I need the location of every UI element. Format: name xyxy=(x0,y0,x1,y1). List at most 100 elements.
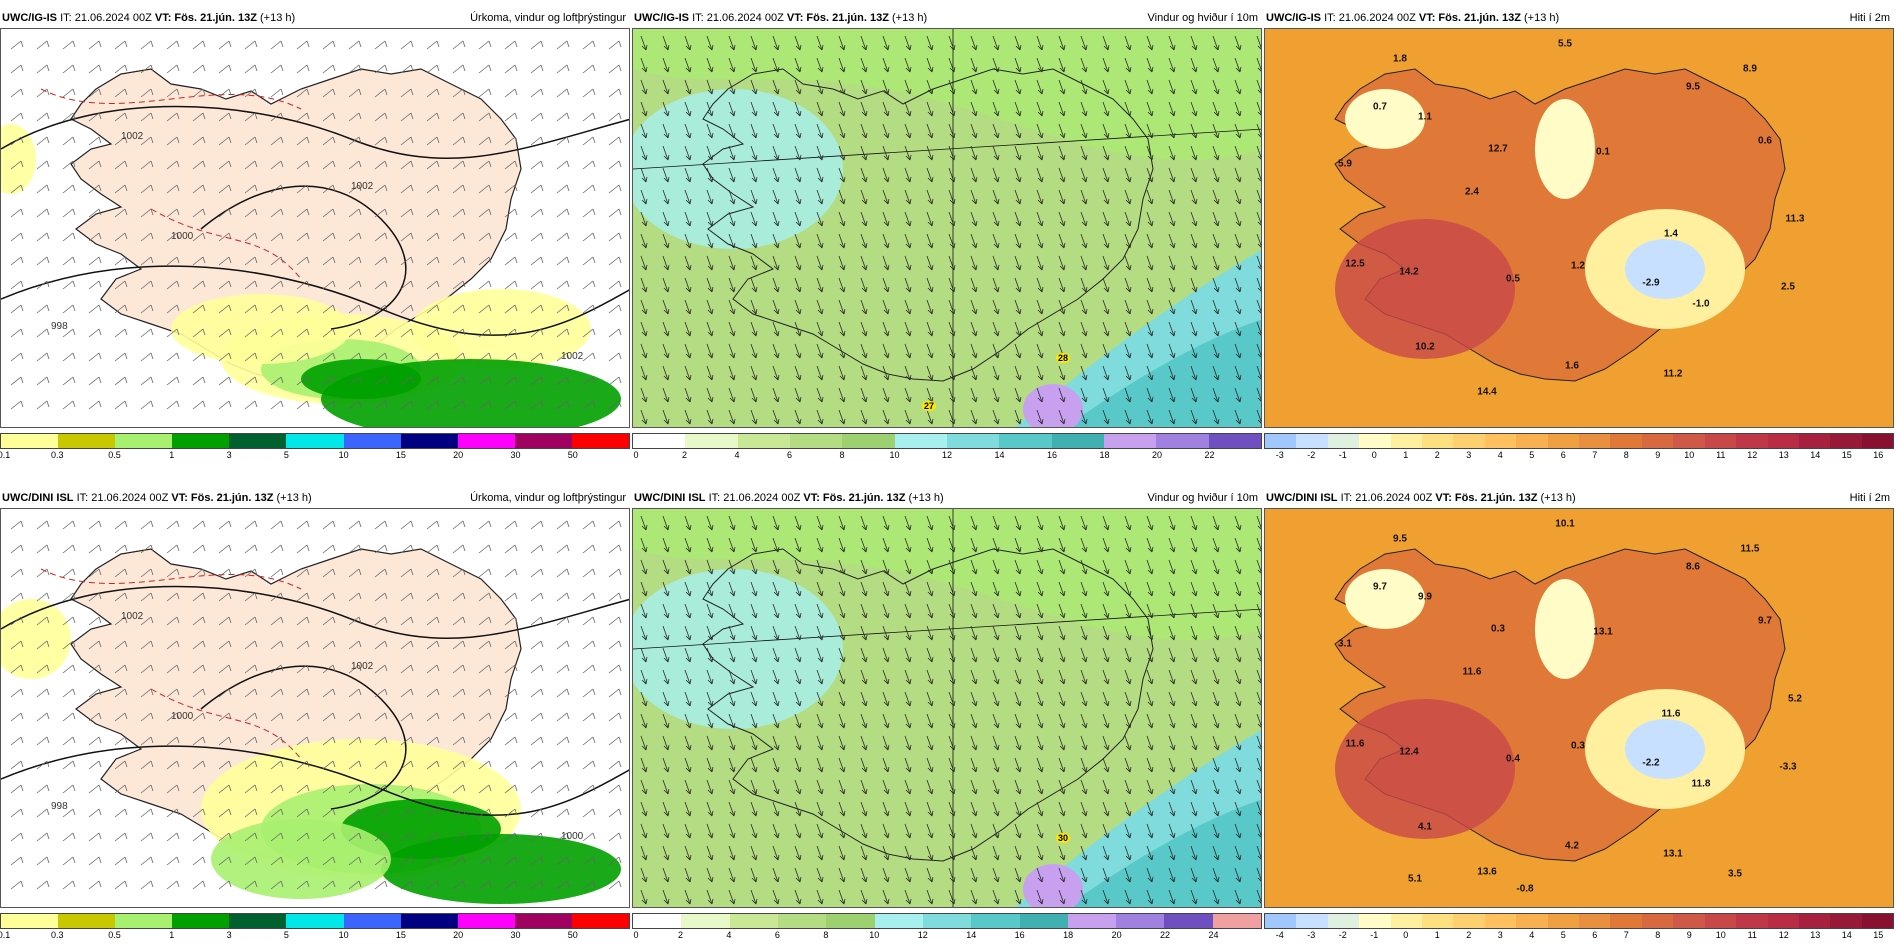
wind-arrow xyxy=(1036,647,1044,663)
wind-arrow xyxy=(992,889,1000,905)
wind-barb xyxy=(140,88,154,98)
wind-barb xyxy=(582,856,596,866)
wind-arrow xyxy=(706,277,714,293)
wind-barb xyxy=(582,64,596,74)
wind-barb xyxy=(140,712,154,722)
wind-arrow xyxy=(794,757,802,773)
wind-barb xyxy=(166,880,180,890)
wind-arrow xyxy=(860,321,868,337)
wind-arrow xyxy=(1146,537,1154,553)
colorbar-segment xyxy=(1422,434,1454,448)
isobar-label: 1002 xyxy=(351,181,374,192)
colorbar-segment xyxy=(1516,434,1548,448)
panel-title: Hiti í 2m xyxy=(1849,12,1890,24)
wind-barb xyxy=(374,304,388,314)
wind-arrow xyxy=(1124,35,1132,51)
wind-arrow xyxy=(728,559,736,575)
wind-arrow xyxy=(1102,167,1110,183)
wind-barb xyxy=(218,856,232,866)
wind-barb xyxy=(140,568,154,578)
wind-arrow xyxy=(948,255,956,271)
wind-arrow xyxy=(1124,343,1132,359)
wind-barb xyxy=(88,328,102,338)
wind-arrow xyxy=(794,57,802,73)
wind-arrow xyxy=(684,669,692,685)
wind-barb xyxy=(88,712,102,722)
wind-barb xyxy=(140,232,154,242)
wind-arrow xyxy=(926,647,934,663)
wind-arrow xyxy=(860,603,868,619)
wind-barb xyxy=(166,664,180,674)
wind-barb xyxy=(504,520,518,530)
wind-arrow xyxy=(1102,321,1110,337)
wind-arrow xyxy=(1102,735,1110,751)
colorbar-segment xyxy=(1484,434,1517,448)
wind-barb xyxy=(62,376,76,386)
wind-barb xyxy=(478,568,492,578)
wind-arrow xyxy=(750,101,758,117)
wind-barb xyxy=(556,712,570,722)
wind-barb xyxy=(192,40,206,50)
wind-arrow xyxy=(794,387,802,403)
wind-arrow xyxy=(1080,757,1088,773)
wind-arrow xyxy=(794,79,802,95)
wind-arrow xyxy=(1234,321,1242,337)
wind-arrow xyxy=(1014,735,1022,751)
wind-arrow xyxy=(1102,823,1110,839)
wind-arrow xyxy=(1014,515,1022,531)
wind-arrow xyxy=(1190,101,1198,117)
temperature-label: 0.6 xyxy=(1758,135,1772,147)
wind-arrow xyxy=(1256,321,1261,336)
wind-arrow xyxy=(772,779,780,795)
wind-arrow xyxy=(1190,823,1198,839)
wind-arrow xyxy=(1036,321,1044,337)
wind-arrow xyxy=(1256,603,1261,618)
wind-barb xyxy=(608,616,622,626)
wind-arrow xyxy=(882,647,890,663)
temperature-label: 11.3 xyxy=(1785,213,1805,225)
wind-barb xyxy=(62,160,76,170)
wind-arrow xyxy=(992,515,1000,531)
wind-barb xyxy=(556,304,570,314)
colorbar-segment xyxy=(1390,434,1423,448)
colorbar-tick-label: 2 xyxy=(1466,930,1472,940)
wind-barb xyxy=(452,40,466,50)
wind-barb xyxy=(244,784,258,794)
wind-barb xyxy=(530,280,544,290)
wind-barb xyxy=(218,784,232,794)
wind-barb xyxy=(140,832,154,842)
wind-arrow xyxy=(1212,299,1220,315)
wind-arrow xyxy=(1256,211,1261,226)
colorbar-tick-label: 12 xyxy=(917,930,928,940)
wind-barb xyxy=(426,856,440,866)
temperature-label: -2.9 xyxy=(1642,277,1660,289)
wind-barb xyxy=(62,352,76,362)
isobar xyxy=(200,665,407,810)
wind-arrow xyxy=(1036,101,1044,117)
wind-barb xyxy=(270,136,284,146)
wind-arrow xyxy=(706,537,714,553)
wind-arrow xyxy=(1190,757,1198,773)
wind-arrow xyxy=(926,669,934,685)
wind-arrow xyxy=(1080,233,1088,249)
wind-arrow xyxy=(904,299,912,315)
wind-barb xyxy=(374,544,388,554)
wind-arrow xyxy=(970,581,978,597)
wind-barb xyxy=(218,880,232,890)
wind-barb xyxy=(114,328,128,338)
wind-barb xyxy=(36,88,50,98)
wind-barb xyxy=(270,280,284,290)
wind-arrow xyxy=(1146,713,1154,729)
wind-arrow xyxy=(970,299,978,315)
wind-arrow xyxy=(1212,189,1220,205)
colorbar-segment xyxy=(1547,434,1580,448)
wind-barb xyxy=(530,808,544,818)
colorbar-segment xyxy=(1641,914,1674,928)
wind-arrow xyxy=(794,867,802,883)
colorbar-segment xyxy=(457,914,515,928)
wind-barb xyxy=(374,160,388,170)
wind-barb xyxy=(88,352,102,362)
wind-barb xyxy=(244,592,258,602)
wind-arrow xyxy=(1234,211,1242,227)
wind-barb xyxy=(556,208,570,218)
